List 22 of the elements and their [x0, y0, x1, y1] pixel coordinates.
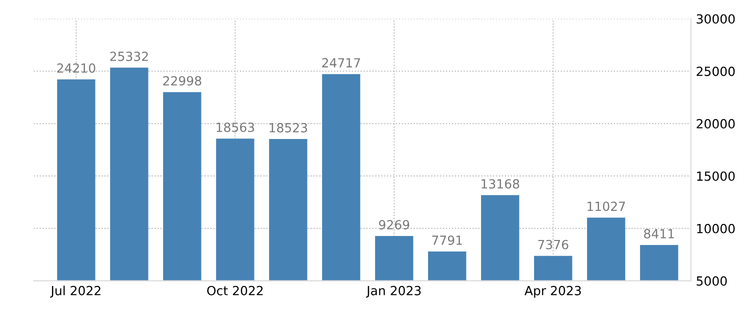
x-tick-label: Jul 2022 [50, 286, 100, 298]
data-label: 8411 [644, 229, 674, 238]
data-label: 18563 [216, 122, 254, 132]
y-tick-label: 5000 [696, 276, 727, 286]
data-label: 18523 [270, 122, 308, 132]
y-tick-label: 25000 [696, 66, 735, 76]
data-label: 24210 [57, 63, 96, 73]
data-label: 22998 [163, 76, 202, 86]
y-tick-label: 30000 [696, 14, 735, 24]
y-tick-label: 15000 [697, 171, 735, 181]
y-tick-label: 10000 [697, 224, 735, 234]
data-label: 24717 [322, 58, 360, 68]
data-label: 7376 [538, 240, 568, 250]
x-tick-label: Jan 2023 [366, 286, 421, 298]
data-label: 25332 [110, 52, 148, 62]
y-tick-label: 20000 [696, 119, 735, 128]
data-label: 7791 [432, 236, 462, 245]
data-label: 9269 [379, 220, 410, 230]
data-label: 11027 [588, 202, 625, 212]
x-tick-label: Oct 2022 [207, 286, 263, 296]
data-label: 13168 [482, 179, 520, 189]
x-tick-label: Apr 2023 [524, 286, 581, 298]
